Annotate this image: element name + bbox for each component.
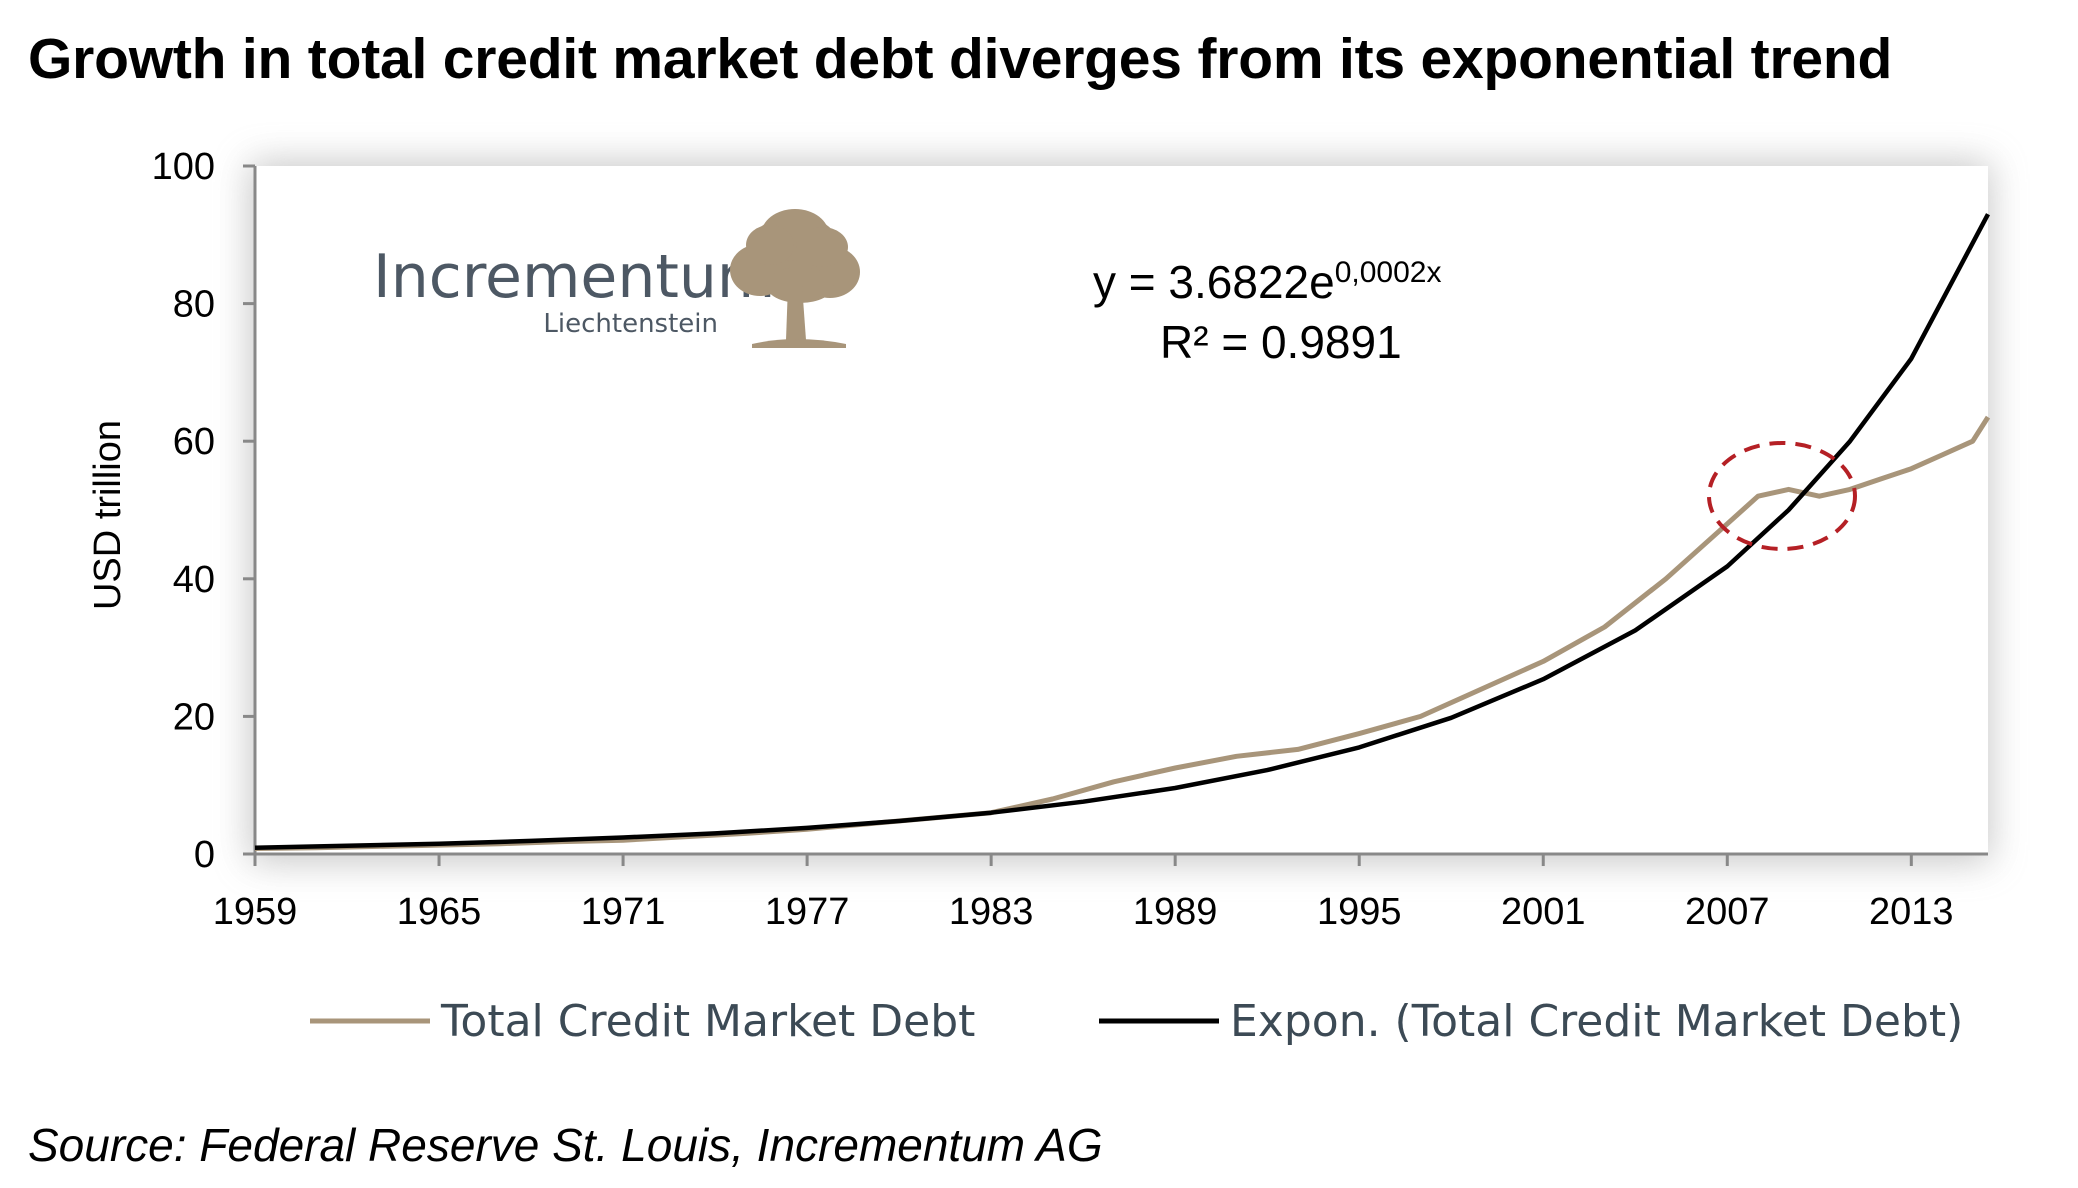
y-tick-label: 100 [152, 146, 215, 188]
y-axis-title: USD trillion [87, 420, 129, 610]
x-tick-label: 2013 [1869, 891, 1954, 933]
tree-canopy-shape [746, 225, 794, 265]
y-tick-label: 80 [173, 284, 215, 326]
legend-label-debt: Total Credit Market Debt [440, 996, 975, 1047]
y-tick-label: 0 [194, 834, 215, 876]
tree-ground-shape [752, 339, 846, 348]
x-ticks: 1959 1965 1971 1977 1983 1989 1995 2001 2007 2013 [213, 854, 1954, 933]
plot-background [255, 166, 1988, 854]
tree-canopy-shape [796, 227, 848, 267]
x-tick-label: 1971 [581, 891, 666, 933]
x-tick-label: 1965 [397, 891, 482, 933]
logo: Incrementum Liechtenstein [373, 209, 860, 348]
logo-sub: Liechtenstein [543, 309, 718, 339]
y-ticks: 0 20 40 60 80 100 [152, 146, 255, 876]
x-tick-label: 1989 [1133, 891, 1218, 933]
x-tick-label: 1995 [1317, 891, 1402, 933]
trend-equation: y = 3.6822e0,0002x R² = 0.9891 [1093, 256, 1441, 368]
legend-label-trend: Expon. (Total Credit Market Debt) [1230, 996, 1963, 1047]
x-tick-label: 2001 [1501, 891, 1586, 933]
series-line-exponential-trend [254, 213, 1990, 851]
tree-trunk-shape [786, 285, 806, 340]
tree-icon [730, 209, 860, 348]
legend: Total Credit Market Debt Expon. (Total C… [310, 996, 1963, 1047]
x-tick-label: 2007 [1685, 891, 1770, 933]
equation-line-2: R² = 0.9891 [1160, 316, 1402, 368]
y-tick-label: 40 [173, 559, 215, 601]
divergence-highlight-circle [1707, 441, 1857, 551]
x-tick-label: 1977 [765, 891, 850, 933]
equation-exponent: 0,0002x [1335, 256, 1442, 289]
y-tick-label: 60 [173, 421, 215, 463]
equation-line-1: y = 3.6822e0,0002x [1093, 256, 1441, 308]
y-tick-label: 20 [173, 696, 215, 738]
x-tick-label: 1959 [213, 891, 298, 933]
logo-word: Incrementum [373, 242, 775, 312]
equation-main: y = 3.6822e [1093, 256, 1335, 308]
series-line-total-credit-market-debt [254, 415, 1991, 851]
x-tick-label: 1983 [949, 891, 1034, 933]
chart-title: Growth in total credit market debt diver… [28, 27, 1893, 91]
source-note: Source: Federal Reserve St. Louis, Incre… [28, 1119, 1103, 1171]
